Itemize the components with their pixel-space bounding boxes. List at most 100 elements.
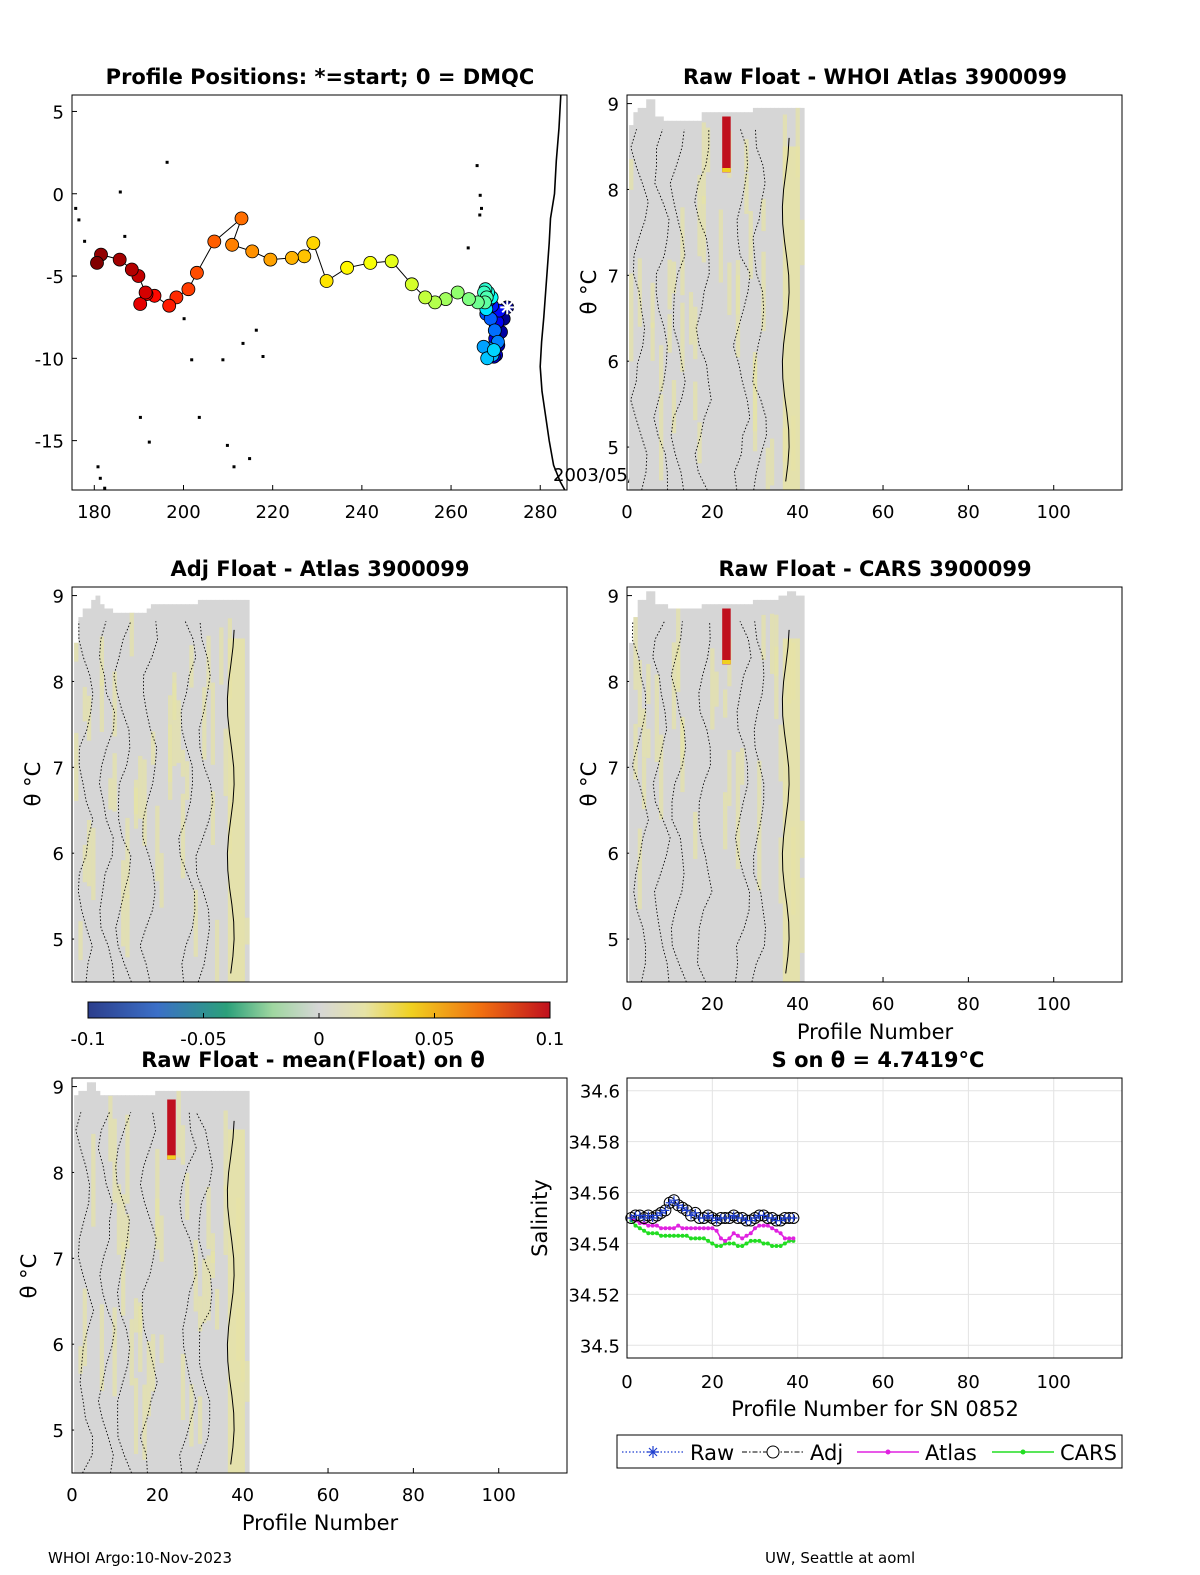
adj-atlas-profile-column (99, 604, 105, 982)
salinity-point-cars (642, 1228, 647, 1233)
salinity-point-cars (718, 1244, 723, 1248)
raw-cars-profile-column (663, 604, 669, 982)
salinity-point-cars (757, 1238, 762, 1243)
raw-mean-profile-column (116, 1095, 122, 1473)
salinity-xtick-label: 0 (621, 1372, 632, 1393)
raw-cars-warm-patch (774, 646, 779, 720)
raw-cars-warm-patch (637, 660, 643, 728)
raw-cars-warm-patch (761, 614, 767, 660)
island-speck (248, 457, 252, 461)
adj-atlas-profile-column (206, 599, 212, 982)
map-ytick-label: -10 (35, 349, 64, 370)
adj-atlas-warm-patch (168, 724, 173, 800)
raw-mean-profile-column (133, 1095, 139, 1473)
raw-cars-warm-patch (778, 724, 784, 782)
salinity-point-cars (727, 1241, 732, 1246)
salinity-point-atlas (748, 1231, 753, 1236)
salinity-point-atlas (684, 1226, 689, 1231)
map-xtick-label: 240 (345, 502, 379, 523)
map-frame (71, 94, 568, 491)
raw-cars-warm-patch (693, 811, 698, 859)
raw-atlas-profile-column (757, 107, 762, 491)
raw-atlas-profile-column (740, 112, 745, 490)
map-xtick-label: 260 (434, 502, 468, 523)
salinity-point-atlas (654, 1223, 659, 1228)
raw-cars-profile-column (740, 604, 745, 982)
adj-atlas-profile-column (172, 604, 178, 982)
raw-mean-warm-patch (121, 1242, 126, 1316)
adj-atlas-warm-patch (112, 753, 118, 812)
raw-atlas-warm-patch (761, 251, 767, 332)
footer-left: WHOI Argo:10-Nov-2023 (48, 1549, 232, 1567)
raw-atlas-xtick-label: 80 (957, 502, 980, 523)
profile-point (263, 252, 278, 267)
raw-atlas-ytick-label: 7 (608, 266, 619, 287)
salinity-point-atlas (765, 1223, 770, 1228)
raw-atlas-warm-patch (650, 282, 656, 328)
raw-mean-ytick-label: 7 (53, 1249, 64, 1270)
salinity-xtick-label: 80 (957, 1372, 980, 1393)
map-plot-area: 180 200 220 240 260 280 5 0 -5 -10 -15 (35, 94, 566, 523)
salinity-point-atlas (680, 1226, 685, 1231)
raw-atlas-profile-column (693, 120, 698, 491)
raw-cars-profile-column (637, 599, 643, 982)
raw-atlas-warm-patch (765, 447, 771, 490)
raw-atlas-ytick-label: 8 (608, 180, 619, 201)
raw-cars-ylabel: θ °C (577, 762, 601, 807)
raw-mean-warm-patch (78, 1346, 84, 1374)
raw-mean-plot-area: 0 20 40 60 80 100 5 6 7 8 9 (53, 1078, 516, 1506)
island-speck (165, 160, 169, 164)
raw-mean-profile-column (78, 1090, 84, 1473)
raw-mean-warm-band (227, 1129, 245, 1473)
profile-point (234, 211, 249, 226)
raw-atlas-contour-negative (752, 129, 767, 491)
raw-cars-profile-column (680, 608, 686, 982)
adj-atlas-contour-positive (226, 629, 235, 974)
salinity-point-atlas (744, 1233, 749, 1238)
raw-atlas-contour-negative (630, 129, 649, 491)
raw-atlas-warm-patch (744, 173, 750, 214)
adj-atlas-profile-column (78, 617, 84, 982)
salinity-point-atlas (761, 1223, 766, 1228)
profile-point (306, 236, 321, 251)
salinity-point-atlas (663, 1226, 668, 1231)
raw-cars-warm-patch (757, 822, 762, 891)
adj-atlas-warm-patch (99, 636, 105, 686)
salinity-ytick-label: 34.54 (568, 1234, 620, 1255)
salinity-point-raw (665, 1198, 674, 1207)
raw-mean-warm-patch (180, 1353, 186, 1420)
raw-mean-warm-patch (244, 1360, 250, 1402)
raw-mean-profile-column (129, 1095, 135, 1473)
raw-cars-ytick-label: 7 (608, 758, 619, 779)
raw-atlas-title: Raw Float - WHOI Atlas 3900099 (683, 65, 1067, 89)
raw-atlas-warm-patch (693, 381, 698, 421)
raw-atlas-ytick-label: 6 (608, 352, 619, 373)
raw-mean-warm-patch (210, 1233, 216, 1263)
adj-atlas-warm-band (227, 638, 245, 982)
salinity-point-cars (697, 1236, 702, 1241)
raw-cars-warm-patch (633, 723, 639, 780)
raw-mean-profile-column (219, 1090, 224, 1473)
raw-mean-profile-column (104, 1095, 109, 1473)
raw-cars-profile-column (671, 608, 677, 982)
island-speck (123, 234, 127, 238)
profile-point (284, 250, 299, 265)
raw-cars-profile-column (667, 608, 673, 982)
colorbar-tick-label: 0 (313, 1029, 324, 1050)
adj-atlas-warm-patch (210, 682, 216, 765)
adj-atlas-warm-patch (125, 817, 131, 898)
raw-atlas-profile-column (701, 112, 707, 490)
salinity-point-atlas (710, 1226, 715, 1231)
colorbar-tick-label: 0.1 (536, 1029, 565, 1050)
raw-mean-warm-patch (129, 1319, 135, 1386)
profile-point (225, 237, 240, 252)
raw-cars-warm-patch (680, 716, 686, 793)
salinity-plot-area: 0 20 40 60 80 100 34.6 34.58 34.56 34.54 34.52 34.5 (568, 1078, 1122, 1393)
adj-atlas-profile-column (150, 604, 156, 982)
raw-mean-profile-column (159, 1090, 165, 1473)
salinity-point-raw (725, 1214, 734, 1222)
adj-atlas-warm-patch (91, 827, 96, 901)
salinity-point-cars (659, 1233, 664, 1238)
salinity-point-raw (635, 1211, 644, 1220)
raw-mean-contour-negative (97, 1112, 116, 1474)
